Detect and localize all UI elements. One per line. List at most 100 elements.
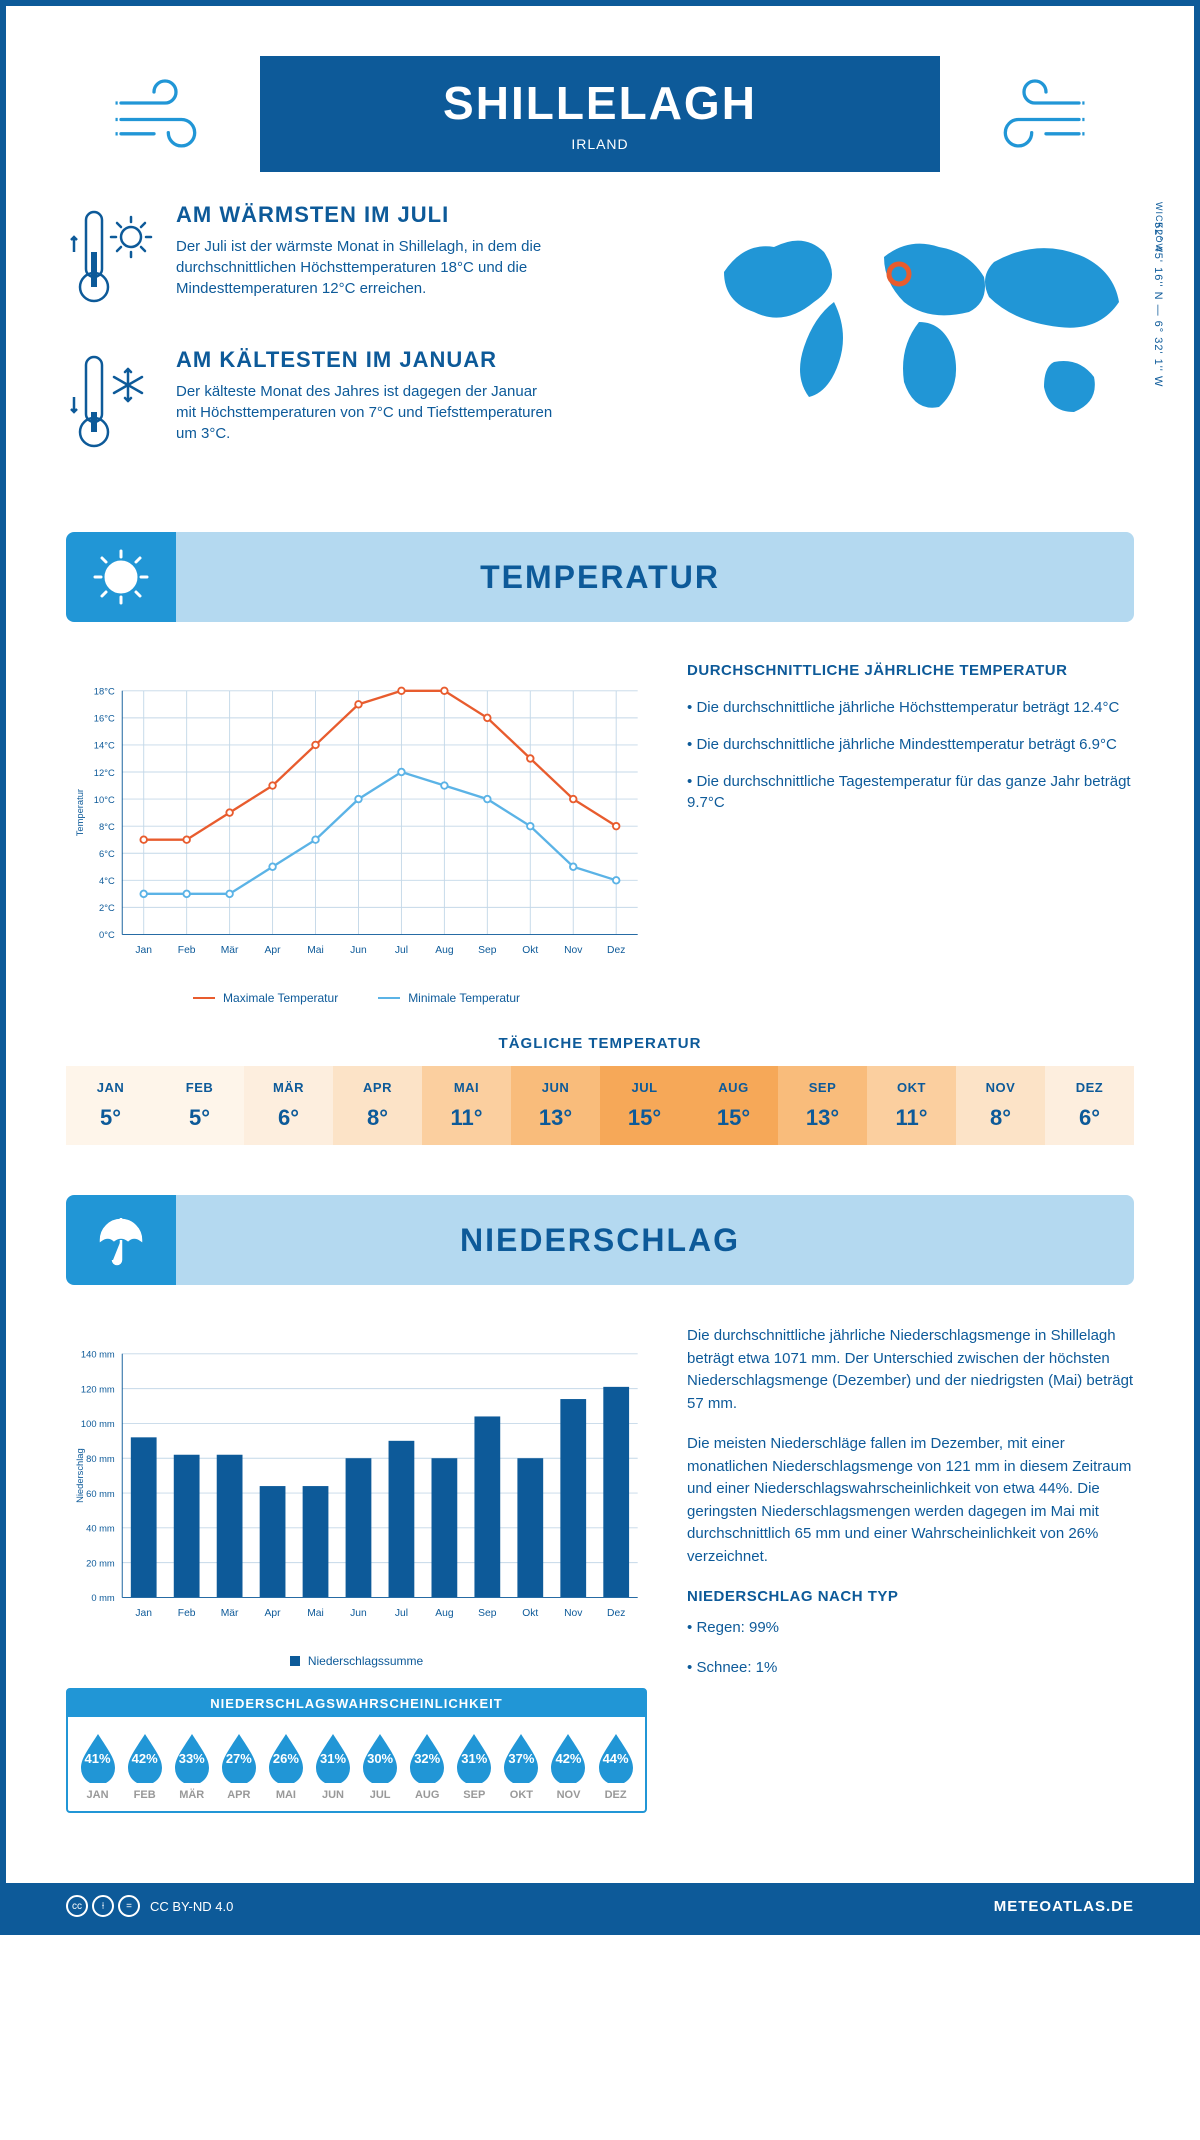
license-text: CC BY-ND 4.0 (150, 1899, 233, 1914)
precip-type-title: NIEDERSCHLAG NACH TYP (687, 1586, 1134, 1609)
probability-cell: 37%OKT (498, 1731, 545, 1801)
svg-text:Apr: Apr (265, 945, 282, 956)
page-subtitle: IRLAND (340, 136, 860, 152)
probability-cell: 44%DEZ (592, 1731, 639, 1801)
probability-cell: 32%AUG (404, 1731, 451, 1801)
probability-cell: 27%APR (215, 1731, 262, 1801)
svg-text:0°C: 0°C (99, 930, 115, 940)
daily-temp-cell: JUL15° (600, 1066, 689, 1145)
probability-cell: 41%JAN (74, 1731, 121, 1801)
umbrella-icon (66, 1195, 176, 1285)
warmest-block: AM WÄRMSTEN IM JULI Der Juli ist der wär… (66, 202, 654, 317)
daily-temp-cell: DEZ6° (1045, 1066, 1134, 1145)
temp-fact-2: • Die durchschnittliche jährliche Mindes… (687, 734, 1134, 755)
svg-text:16°C: 16°C (94, 714, 115, 724)
sun-icon (66, 532, 176, 622)
header: SHILLELAGH IRLAND (66, 56, 1134, 172)
probability-cell: 42%FEB (121, 1731, 168, 1801)
daily-temp-cell: JAN5° (66, 1066, 155, 1145)
probability-cell: 42%NOV (545, 1731, 592, 1801)
cc-icons: cc ⍿ = (66, 1895, 140, 1917)
probability-cell: 33%MÄR (168, 1731, 215, 1801)
svg-text:Feb: Feb (178, 1608, 196, 1619)
svg-text:8°C: 8°C (99, 822, 115, 832)
svg-text:Mai: Mai (307, 945, 324, 956)
probability-cell: 26%MAI (262, 1731, 309, 1801)
svg-text:Nov: Nov (564, 1608, 583, 1619)
svg-text:Temperatur: Temperatur (75, 789, 85, 836)
svg-text:80 mm: 80 mm (86, 1454, 115, 1464)
probability-cell: 30%JUL (357, 1731, 404, 1801)
daily-temp-cell: AUG15° (689, 1066, 778, 1145)
legend-max: Maximale Temperatur (223, 991, 338, 1005)
temperature-facts: DURCHSCHNITTLICHE JÄHRLICHE TEMPERATUR •… (687, 662, 1134, 1005)
precip-p2: Die meisten Niederschläge fallen im Deze… (687, 1433, 1134, 1568)
svg-text:2°C: 2°C (99, 903, 115, 913)
svg-text:Dez: Dez (607, 945, 625, 956)
coldest-text: Der kälteste Monat des Jahres ist dagege… (176, 381, 556, 444)
daily-temp-cell: NOV8° (956, 1066, 1045, 1145)
title-banner: SHILLELAGH IRLAND (260, 56, 940, 172)
precip-bar-chart: 0 mm20 mm40 mm60 mm80 mm100 mm120 mm140 … (66, 1325, 647, 1645)
svg-text:Aug: Aug (435, 1608, 454, 1619)
thermometer-cold-icon (66, 347, 156, 462)
coldest-title: AM KÄLTESTEN IM JANUAR (176, 347, 556, 373)
site-name: METEOATLAS.DE (994, 1898, 1134, 1915)
legend-min: Minimale Temperatur (408, 991, 520, 1005)
daily-temp-table: JAN5°FEB5°MÄR6°APR8°MAI11°JUN13°JUL15°AU… (66, 1066, 1134, 1145)
probability-cell: 31%SEP (451, 1731, 498, 1801)
svg-text:18°C: 18°C (94, 687, 115, 697)
svg-text:10°C: 10°C (94, 795, 115, 805)
svg-text:4°C: 4°C (99, 876, 115, 886)
svg-text:Jun: Jun (350, 945, 367, 956)
svg-text:Apr: Apr (265, 1608, 282, 1619)
temp-facts-title: DURCHSCHNITTLICHE JÄHRLICHE TEMPERATUR (687, 662, 1134, 679)
section-title-temperature: TEMPERATUR (480, 559, 720, 596)
probability-box: NIEDERSCHLAGSWAHRSCHEINLICHKEIT 41%JAN42… (66, 1688, 647, 1813)
daily-temp-cell: OKT11° (867, 1066, 956, 1145)
svg-text:Okt: Okt (522, 1608, 538, 1619)
svg-text:Mär: Mär (221, 1608, 239, 1619)
svg-text:Dez: Dez (607, 1608, 625, 1619)
svg-text:Jul: Jul (395, 945, 408, 956)
svg-text:14°C: 14°C (94, 741, 115, 751)
probability-title: NIEDERSCHLAGSWAHRSCHEINLICHKEIT (68, 1690, 645, 1717)
svg-text:Nov: Nov (564, 945, 583, 956)
svg-text:100 mm: 100 mm (81, 1419, 115, 1429)
footer: cc ⍿ = CC BY-ND 4.0 METEOATLAS.DE (6, 1883, 1194, 1929)
wind-icon-left (110, 69, 220, 159)
svg-text:Jan: Jan (135, 945, 152, 956)
probability-cell: 31%JUN (309, 1731, 356, 1801)
svg-text:Feb: Feb (178, 945, 196, 956)
svg-text:6°C: 6°C (99, 849, 115, 859)
daily-temp-cell: JUN13° (511, 1066, 600, 1145)
warmest-text: Der Juli ist der wärmste Monat in Shille… (176, 236, 556, 299)
precip-p1: Die durchschnittliche jährliche Niedersc… (687, 1325, 1134, 1415)
wind-icon-right (980, 69, 1090, 159)
svg-text:40 mm: 40 mm (86, 1524, 115, 1534)
coords-label: 52° 45' 16'' N — 6° 32' 1'' W (1152, 222, 1164, 387)
temp-fact-3: • Die durchschnittliche Tagestemperatur … (687, 771, 1134, 813)
svg-text:12°C: 12°C (94, 768, 115, 778)
world-map: WICKLOW 52° 45' 16'' N — 6° 32' 1'' W (694, 202, 1134, 492)
precip-text: Die durchschnittliche jährliche Niedersc… (687, 1325, 1134, 1813)
svg-text:Jul: Jul (395, 1608, 408, 1619)
section-header-temperature: TEMPERATUR (66, 532, 1134, 622)
by-icon: ⍿ (92, 1895, 114, 1917)
line-chart-legend: Maximale Temperatur Minimale Temperatur (66, 991, 647, 1005)
daily-temp-cell: MAI11° (422, 1066, 511, 1145)
daily-temp-cell: FEB5° (155, 1066, 244, 1145)
section-title-precip: NIEDERSCHLAG (460, 1222, 740, 1259)
svg-text:Mär: Mär (221, 945, 239, 956)
svg-text:Jun: Jun (350, 1608, 367, 1619)
svg-text:0 mm: 0 mm (91, 1593, 115, 1603)
thermometer-hot-icon (66, 202, 156, 317)
cc-icon: cc (66, 1895, 88, 1917)
svg-text:Okt: Okt (522, 945, 538, 956)
bar-chart-legend: Niederschlagssumme (66, 1654, 647, 1668)
svg-text:140 mm: 140 mm (81, 1350, 115, 1360)
summary-row: AM WÄRMSTEN IM JULI Der Juli ist der wär… (66, 202, 1134, 492)
precip-type-rain: • Regen: 99% (687, 1617, 1134, 1640)
svg-text:Sep: Sep (478, 945, 497, 956)
svg-text:Sep: Sep (478, 1608, 497, 1619)
